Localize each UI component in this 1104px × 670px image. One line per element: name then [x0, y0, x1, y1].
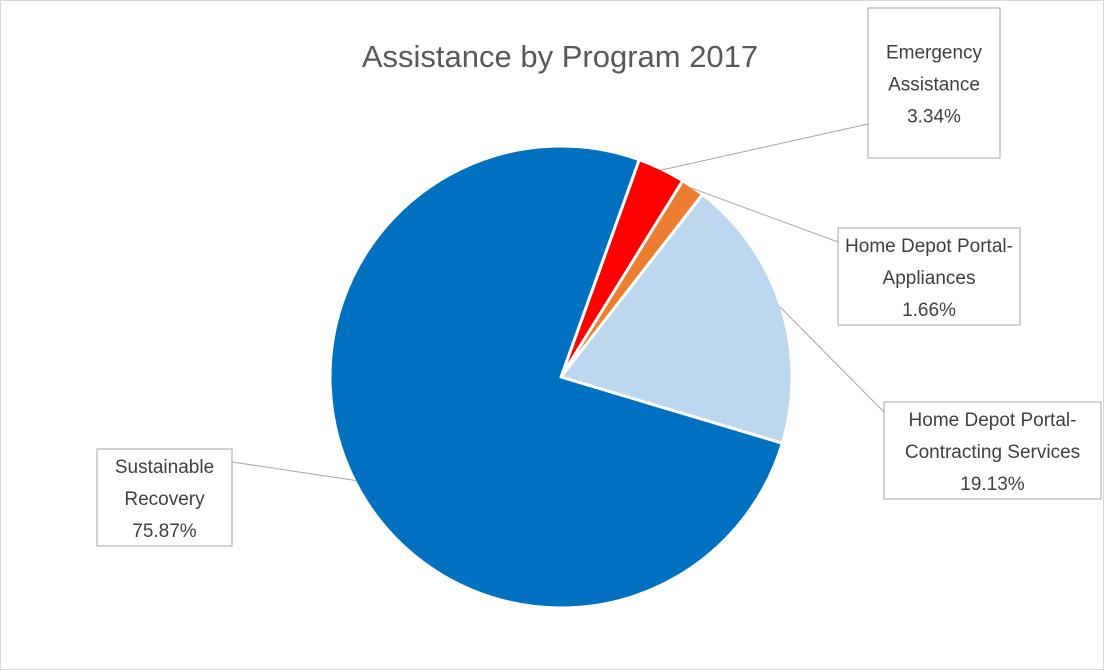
data-label-text: Home Depot Portal- — [909, 410, 1077, 431]
data-label-value: 19.13% — [960, 474, 1025, 495]
data-label: Home Depot Portal- Appliances 1.66% — [837, 227, 1021, 326]
data-label-value: 1.66% — [902, 300, 956, 321]
data-label: Home Depot Portal- Contracting Services 19… — [883, 401, 1102, 500]
data-label-value: 3.34% — [907, 107, 961, 128]
data-label-value: 75.87% — [132, 521, 197, 542]
data-label-box — [867, 7, 1001, 159]
chart-title: Assistance by Program 2017 — [362, 39, 758, 74]
data-label-text: Emergency — [886, 43, 983, 64]
data-label: Sustainable Recovery 75.87% — [96, 448, 233, 547]
pie-slice — [559, 192, 794, 445]
pie-slices — [328, 144, 794, 610]
leader-lines — [231, 123, 885, 482]
leader-line — [660, 123, 869, 171]
leader-line — [692, 187, 839, 243]
data-label-text: Sustainable — [115, 457, 214, 478]
data-label-box — [96, 448, 233, 547]
data-label-text: Assistance — [888, 75, 980, 96]
leader-line — [231, 461, 356, 482]
data-label-text: Recovery — [124, 489, 205, 510]
data-label-box — [837, 227, 1021, 326]
data-label-text: Home Depot Portal- — [845, 236, 1013, 257]
leader-line — [779, 306, 885, 413]
data-label-text: Contracting Services — [905, 442, 1080, 463]
pie-slice — [328, 144, 784, 610]
data-label-box — [883, 401, 1102, 500]
data-label: Emergency Assistance 3.34% — [867, 7, 1001, 159]
data-labels: Emergency Assistance 3.34% Home Depot Porta… — [96, 7, 1102, 547]
data-label-text: Appliances — [883, 268, 976, 289]
